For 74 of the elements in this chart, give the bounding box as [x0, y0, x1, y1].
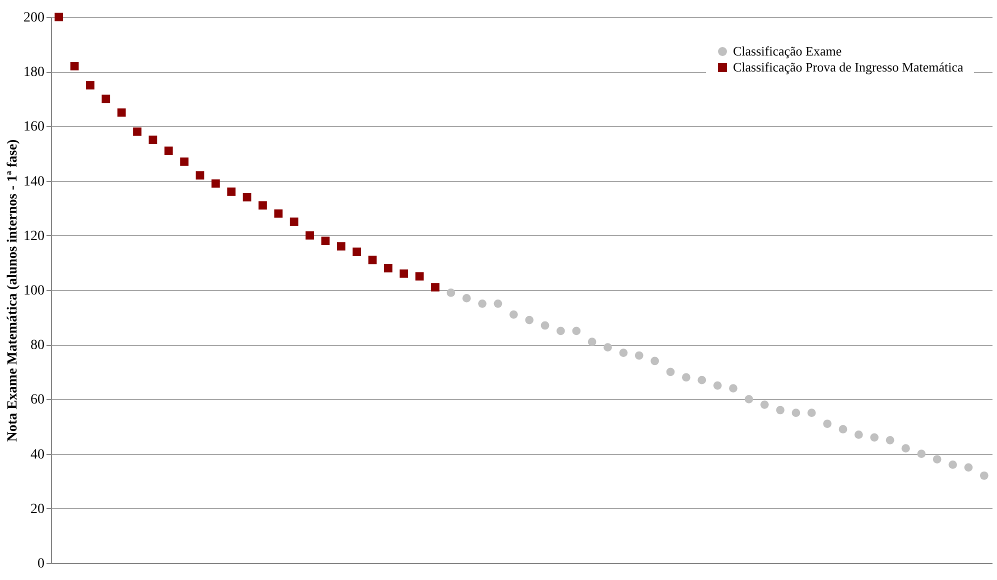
point	[462, 294, 471, 302]
point	[792, 408, 800, 418]
point	[870, 433, 879, 442]
point	[838, 425, 848, 434]
point	[148, 136, 158, 144]
point	[336, 242, 346, 251]
point	[86, 81, 94, 90]
point	[102, 94, 110, 104]
point	[70, 62, 79, 70]
point	[431, 283, 440, 292]
y-tick-label: 120	[24, 228, 44, 244]
point	[964, 463, 973, 472]
point	[823, 420, 832, 428]
point	[760, 400, 769, 409]
point	[902, 444, 910, 453]
point	[321, 236, 330, 246]
point	[290, 218, 298, 226]
y-tick-label: 160	[24, 120, 44, 135]
y-tick-label: 140	[24, 174, 44, 190]
point	[886, 436, 894, 444]
point	[807, 408, 816, 418]
point	[164, 146, 173, 155]
point	[917, 450, 926, 458]
y-tick-label: 20	[30, 502, 44, 517]
point	[211, 179, 220, 188]
point	[133, 127, 142, 136]
point	[666, 368, 675, 376]
point	[698, 376, 706, 384]
point	[415, 272, 424, 281]
point	[242, 192, 252, 202]
point	[306, 231, 314, 240]
point	[572, 326, 581, 336]
y-tick-label: 40	[30, 447, 44, 462]
y-tick-label: 200	[24, 10, 44, 26]
legend-label: Classificação Prova de Ingresso Matemática	[733, 60, 964, 74]
point	[556, 326, 565, 336]
y-axis-title: Nota Exame Matemática (alunos internos - 1ª fase)	[6, 138, 20, 442]
y-tick-label: 0	[38, 556, 44, 572]
point	[525, 316, 534, 324]
point	[588, 338, 596, 346]
point	[854, 430, 863, 439]
y-tick-label: 80	[30, 338, 44, 354]
point	[196, 171, 204, 180]
point	[729, 384, 738, 392]
point	[384, 264, 392, 272]
point	[980, 471, 988, 480]
point	[713, 381, 722, 390]
y-tick-label: 60	[30, 392, 44, 408]
point	[650, 356, 659, 366]
point	[478, 299, 486, 308]
point	[619, 348, 628, 357]
point	[494, 299, 502, 308]
point	[932, 455, 942, 464]
point	[509, 310, 518, 319]
point	[776, 406, 784, 414]
point	[180, 158, 188, 166]
point	[540, 321, 550, 330]
point	[634, 351, 644, 360]
point	[446, 288, 456, 297]
point	[54, 12, 64, 22]
point	[744, 395, 754, 404]
y-tick-label: 100	[24, 284, 44, 298]
point	[258, 201, 267, 210]
point	[604, 343, 612, 352]
point	[400, 269, 408, 278]
point	[352, 248, 362, 256]
point	[948, 460, 957, 469]
point	[368, 256, 377, 264]
y-tick-label: 180	[24, 65, 44, 80]
point	[227, 188, 236, 196]
point	[274, 209, 283, 218]
point	[682, 373, 690, 382]
legend-label: Classificação Exame	[733, 44, 842, 58]
point	[117, 108, 126, 117]
